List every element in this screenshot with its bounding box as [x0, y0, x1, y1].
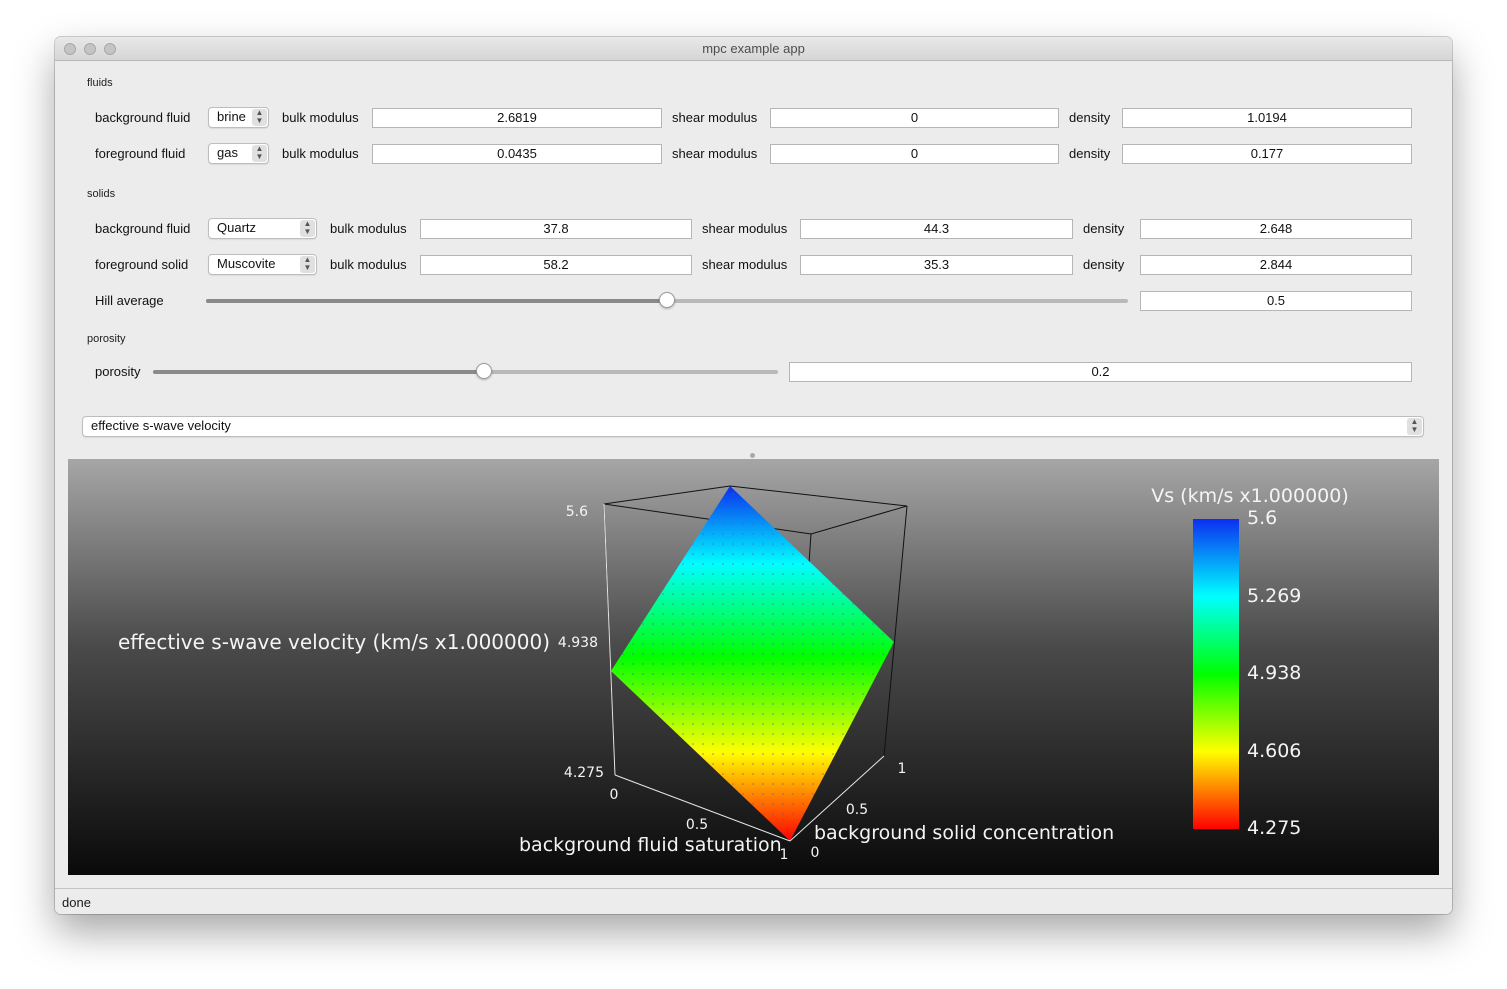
background-fluid-label: background fluid: [95, 110, 191, 125]
solid-fg-shear-field[interactable]: 35.3: [800, 255, 1073, 275]
solid-bg-shear-field[interactable]: 44.3: [800, 219, 1073, 239]
fluid-bg-bulk-label: bulk modulus: [282, 110, 359, 125]
porosity-slider-handle[interactable]: [476, 363, 493, 379]
close-window-button[interactable]: [64, 43, 76, 55]
porosity-slider-fill: [153, 370, 485, 374]
fluid-bg-shear-field[interactable]: 0: [770, 108, 1059, 128]
solid-fg-density-label: density: [1083, 257, 1125, 272]
solid-bg-density-field[interactable]: 2.648: [1140, 219, 1412, 239]
z-tick-label: 4.275: [564, 765, 604, 781]
solid-bg-bulk-label: bulk modulus: [330, 221, 407, 236]
app-window: mpc example app fluids background fluid …: [55, 37, 1452, 914]
chevron-updown-icon: ▲ ▼: [1407, 418, 1422, 435]
fluid-fg-density-label: density: [1069, 146, 1111, 161]
foreground-fluid-label: foreground fluid: [95, 146, 186, 161]
colorbar-tick-label: 5.6: [1247, 507, 1277, 529]
x-tick-label: 0: [610, 787, 619, 803]
foreground-solid-select[interactable]: Muscovite ▲ ▼: [208, 254, 317, 275]
y-tick-label: 0: [811, 845, 820, 861]
fluid-bg-shear-label: shear modulus: [672, 110, 758, 125]
title-bar: mpc example app: [55, 37, 1452, 61]
colorbar-tick-label: 5.269: [1247, 585, 1301, 607]
plot-quantity-select[interactable]: effective s-wave velocity ▲ ▼: [82, 416, 1424, 437]
colorbar-tick-label: 4.275: [1247, 817, 1301, 839]
hill-average-field[interactable]: 0.5: [1140, 291, 1412, 311]
solids-section-label: solids: [87, 188, 116, 200]
fluid-bg-density-field[interactable]: 1.0194: [1122, 108, 1412, 128]
background-solid-select[interactable]: Quartz ▲ ▼: [208, 218, 317, 239]
plot-axes: [603, 503, 885, 842]
fluid-bg-bulk-field[interactable]: 2.6819: [372, 108, 662, 128]
z-axis-title: effective s-wave velocity (km/s x1.00000…: [118, 630, 550, 654]
surface-plot[interactable]: 5.6 4.938 4.275 0 0.5 1 0 0.5 1 effectiv…: [68, 459, 1439, 875]
background-fluid-select[interactable]: brine ▲ ▼: [208, 107, 269, 128]
hill-average-slider-fill: [206, 299, 667, 303]
solid-bg-shear-label: shear modulus: [702, 221, 788, 236]
x-axis-title: background fluid saturation: [519, 834, 782, 856]
foreground-fluid-select[interactable]: gas ▲ ▼: [208, 143, 269, 164]
y-axis-title: background solid concentration: [814, 822, 1114, 844]
solid-bg-bulk-field[interactable]: 37.8: [420, 219, 692, 239]
fluid-fg-shear-field[interactable]: 0: [770, 144, 1059, 164]
solid-fg-density-field[interactable]: 2.844: [1140, 255, 1412, 275]
fluid-fg-bulk-field[interactable]: 0.0435: [372, 144, 662, 164]
solid-bg-density-label: density: [1083, 221, 1125, 236]
chevron-updown-icon: ▲ ▼: [252, 109, 267, 126]
solid-fg-shear-label: shear modulus: [702, 257, 788, 272]
foreground-solid-label: foreground solid: [95, 257, 189, 272]
status-text: done: [62, 895, 91, 910]
z-tick-label: 4.938: [558, 635, 598, 651]
colorbar: [1193, 519, 1239, 829]
chevron-updown-icon: ▲ ▼: [252, 145, 267, 162]
porosity-field[interactable]: 0.2: [789, 362, 1412, 382]
colorbar-tick-label: 4.938: [1247, 662, 1301, 684]
fluid-fg-density-field[interactable]: 0.177: [1122, 144, 1412, 164]
chevron-updown-icon: ▲ ▼: [300, 220, 315, 237]
y-tick-label: 0.5: [846, 802, 868, 818]
fluid-bg-density-label: density: [1069, 110, 1111, 125]
zoom-window-button[interactable]: [104, 43, 116, 55]
fluid-fg-bulk-label: bulk modulus: [282, 146, 359, 161]
velocity-surface-grid: [611, 486, 894, 841]
porosity-section-label: porosity: [87, 333, 126, 345]
colorbar-tick-label: 4.606: [1247, 740, 1301, 762]
plot-viewport[interactable]: 5.6 4.938 4.275 0 0.5 1 0 0.5 1 effectiv…: [68, 459, 1439, 875]
minimize-window-button[interactable]: [84, 43, 96, 55]
x-tick-label: 0.5: [686, 817, 708, 833]
porosity-label: porosity: [95, 364, 141, 379]
hill-average-label: Hill average: [95, 293, 164, 308]
x-tick-label: 1: [780, 847, 789, 863]
splitter-handle[interactable]: [750, 453, 755, 458]
chevron-updown-icon: ▲ ▼: [300, 256, 315, 273]
colorbar-title: Vs (km/s x1.000000): [1151, 485, 1349, 507]
hill-average-slider-handle[interactable]: [659, 292, 675, 308]
background-solid-label: background fluid: [95, 221, 191, 236]
solid-fg-bulk-label: bulk modulus: [330, 257, 407, 272]
fluid-fg-shear-label: shear modulus: [672, 146, 758, 161]
window-title: mpc example app: [702, 41, 805, 56]
solid-fg-bulk-field[interactable]: 58.2: [420, 255, 692, 275]
fluids-section-label: fluids: [87, 77, 113, 89]
z-tick-label: 5.6: [566, 504, 588, 520]
y-tick-label: 1: [898, 761, 907, 777]
status-bar: done: [55, 888, 1452, 914]
